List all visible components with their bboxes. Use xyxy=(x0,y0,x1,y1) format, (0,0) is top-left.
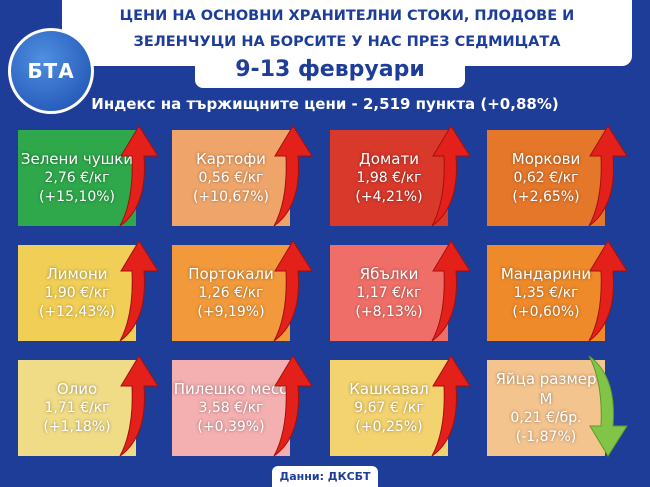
price-tile: Пилешко месо 3,58 €/кг (+0,39%) xyxy=(172,360,290,456)
tile-change: (+4,21%) xyxy=(355,189,423,206)
arrow-shape xyxy=(119,355,159,457)
title: ЗЕЛЕНЧУЦИ НА БОРСИТЕ У НАС ПРЕЗ СЕДМИЦАТ… xyxy=(133,34,561,50)
arrow-shape xyxy=(431,355,471,457)
tile-change: (+10,67%) xyxy=(192,189,270,206)
tile-change: (+9,19%) xyxy=(197,304,265,321)
up-arrow xyxy=(119,355,159,457)
price-tile: Олио 1,71 €/кг (+1,18%) xyxy=(18,360,136,456)
price-tile: Лимони 1,90 €/кг (+12,43%) xyxy=(18,245,136,341)
up-arrow xyxy=(431,240,471,342)
arrow-shape xyxy=(431,125,471,227)
source: Данни: ДКСБТ xyxy=(272,466,378,487)
logo: БТА xyxy=(8,28,94,114)
tile-price: 1,71 €/кг xyxy=(44,400,110,417)
tile-price: 1,17 €/кг xyxy=(356,285,422,302)
tile-price: 2,76 €/кг xyxy=(44,170,110,187)
tile-name: Яйца размер М xyxy=(495,369,597,409)
arrow-shape xyxy=(119,125,159,227)
tile-name: Картофи xyxy=(196,149,266,168)
up-arrow xyxy=(273,355,313,457)
price-tile: Домати 1,98 €/кг (+4,21%) xyxy=(330,130,448,226)
tile-change: (+0,39%) xyxy=(197,419,265,436)
tile-name: Моркови xyxy=(511,149,581,168)
tile-change: (+1,18%) xyxy=(43,419,111,436)
tile-price: 1,90 €/кг xyxy=(44,285,110,302)
arrow-shape xyxy=(588,240,628,342)
tile-change: (-1,87%) xyxy=(515,429,577,446)
tile-change: (+8,13%) xyxy=(355,304,423,321)
arrow-shape xyxy=(431,240,471,342)
arrow-shape xyxy=(588,355,628,457)
price-tile: Ябълки 1,17 €/кг (+8,13%) xyxy=(330,245,448,341)
tile-change: (+2,65%) xyxy=(512,189,580,206)
tile-price: 1,35 €/кг xyxy=(513,285,579,302)
up-arrow xyxy=(273,125,313,227)
up-arrow xyxy=(273,240,313,342)
up-arrow xyxy=(588,240,628,342)
up-arrow xyxy=(431,125,471,227)
date: 9-13 февруари xyxy=(195,52,465,88)
down-arrow xyxy=(588,355,628,457)
tile-change: (+0,25%) xyxy=(355,419,423,436)
tile-price: 0,62 €/кг xyxy=(513,170,579,187)
arrow-shape xyxy=(273,125,313,227)
tile-price: 0,56 €/кг xyxy=(198,170,264,187)
tile-name: Кашкавал xyxy=(349,379,429,398)
price-tile: Кашкавал 9,67 € /кг (+0,25%) xyxy=(330,360,448,456)
title: ЦЕНИ НА ОСНОВНИ ХРАНИТЕЛНИ СТОКИ, ПЛОДОВ… xyxy=(119,8,575,24)
arrow-shape xyxy=(588,125,628,227)
tile-name: Ябълки xyxy=(359,264,419,283)
tile-price: 1,98 €/кг xyxy=(356,170,422,187)
tile-price: 9,67 € /кг xyxy=(354,400,424,417)
tile-price: 3,58 €/кг xyxy=(198,400,264,417)
price-tile: Зелени чушки 2,76 €/кг (+15,10%) xyxy=(18,130,136,226)
tile-name: Мандарини xyxy=(500,264,592,283)
price-tile: Яйца размер М 0,21 €/бр. (-1,87%) xyxy=(487,360,605,456)
tile-name: Пилешко месо xyxy=(173,379,289,398)
index-line: Индекс на тържищните цени - 2,519 пункта… xyxy=(91,95,559,113)
price-tile: Моркови 0,62 €/кг (+2,65%) xyxy=(487,130,605,226)
tile-name: Зелени чушки xyxy=(20,149,134,168)
tile-price: 0,21 €/бр. xyxy=(510,410,582,427)
tile-change: (+12,43%) xyxy=(38,304,116,321)
arrow-shape xyxy=(273,240,313,342)
price-tile: Мандарини 1,35 €/кг (+0,60%) xyxy=(487,245,605,341)
tile-change: (+15,10%) xyxy=(38,189,116,206)
up-arrow xyxy=(588,125,628,227)
price-tile: Картофи 0,56 €/кг (+10,67%) xyxy=(172,130,290,226)
tile-change: (+0,60%) xyxy=(512,304,580,321)
up-arrow xyxy=(119,240,159,342)
arrow-shape xyxy=(273,355,313,457)
tile-price: 1,26 €/кг xyxy=(198,285,264,302)
tile-name: Лимони xyxy=(46,264,108,283)
up-arrow xyxy=(431,355,471,457)
tile-name: Портокали xyxy=(188,264,274,283)
tile-name: Олио xyxy=(56,379,98,398)
tile-name: Домати xyxy=(359,149,419,168)
arrow-shape xyxy=(119,240,159,342)
price-tile: Портокали 1,26 €/кг (+9,19%) xyxy=(172,245,290,341)
up-arrow xyxy=(119,125,159,227)
